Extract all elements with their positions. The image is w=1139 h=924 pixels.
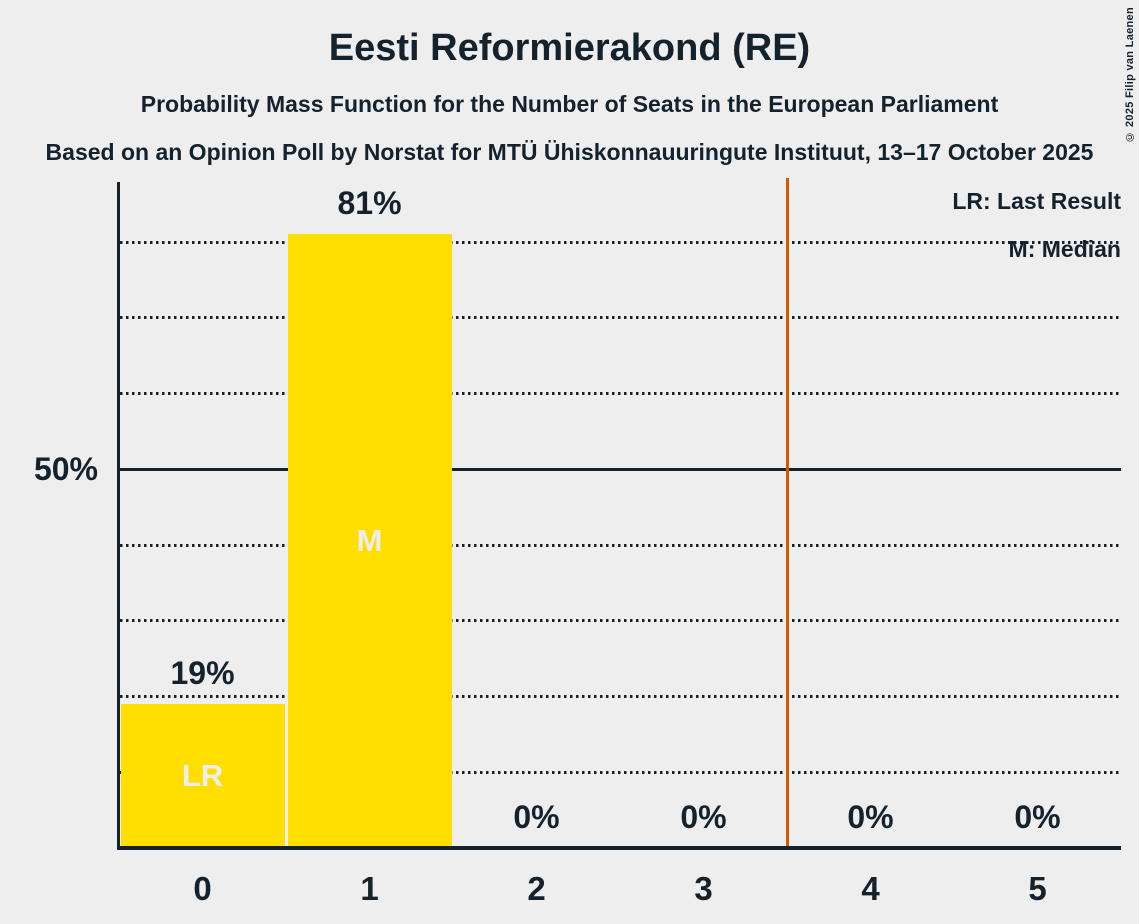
gridline-50pct — [117, 467, 1121, 471]
bar-annotation-m: M — [356, 523, 383, 559]
value-label-seats-4: 0% — [847, 799, 894, 835]
x-tick-label-5: 5 — [1028, 870, 1047, 907]
bar-seats-1: M — [287, 234, 452, 848]
x-tick-label-1: 1 — [360, 870, 379, 907]
bar-annotation-lr: LR — [181, 758, 224, 794]
gridline-10pct — [120, 770, 1121, 774]
page-title: Eesti Reformierakond (RE) — [328, 27, 811, 69]
y-axis — [117, 182, 120, 850]
x-tick-label-2: 2 — [527, 870, 546, 907]
value-label-seats-3: 0% — [680, 799, 727, 835]
chart-source-line: Based on an Opinion Poll by Norstat for … — [45, 139, 1094, 165]
threshold-line — [785, 178, 789, 846]
legend-median: M: Median — [1008, 236, 1121, 262]
x-tick-label-3: 3 — [694, 870, 713, 907]
gridline-60pct — [120, 392, 1121, 395]
x-tick-label-0: 0 — [193, 870, 212, 907]
copyright-notice: © 2025 Filip van Laenen — [1124, 7, 1136, 143]
x-axis — [117, 846, 1121, 850]
chart-subtitle: Probability Mass Function for the Number… — [140, 91, 999, 117]
gridline-80pct — [120, 240, 1121, 244]
gridline-20pct — [120, 695, 1121, 698]
x-tick-label-4: 4 — [861, 870, 880, 907]
value-label-seats-0: 19% — [170, 655, 235, 692]
value-label-seats-1: 81% — [337, 185, 402, 222]
gridline-40pct — [120, 543, 1121, 547]
value-label-seats-5: 0% — [1014, 799, 1061, 835]
y-tick-label: 50% — [33, 451, 98, 488]
bar-seats-0: LR — [120, 704, 285, 848]
legend-last-result: LR: Last Result — [952, 188, 1121, 214]
value-label-seats-2: 0% — [513, 799, 560, 835]
gridline-70pct — [120, 316, 1121, 320]
gridline-30pct — [120, 619, 1121, 623]
